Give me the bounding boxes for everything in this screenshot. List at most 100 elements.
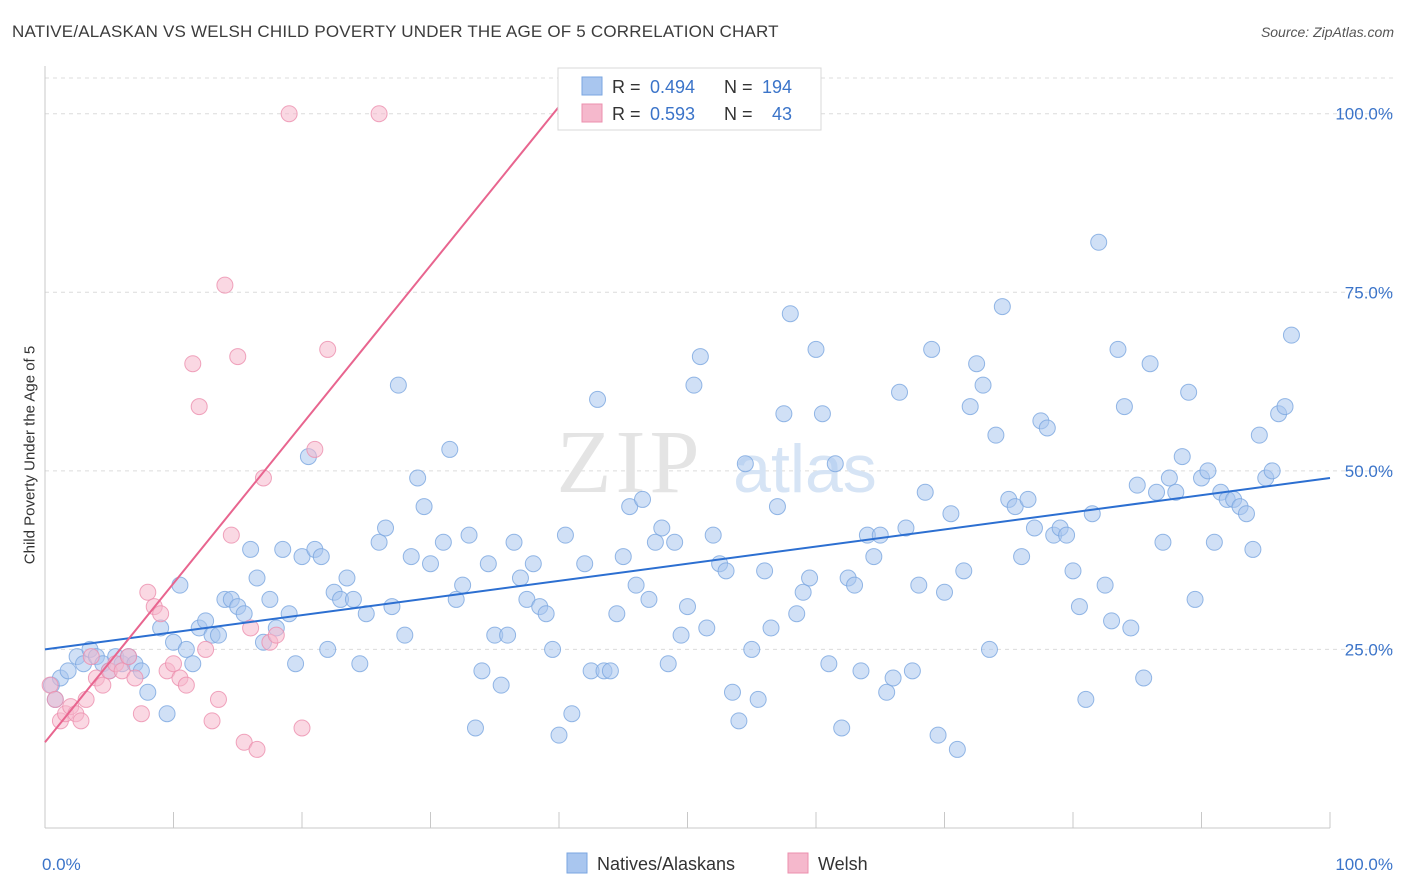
point-welsh [222, 526, 240, 544]
point-welsh [132, 705, 150, 723]
point-natives [878, 683, 896, 701]
x-tick-label: 0.0% [42, 855, 81, 874]
point-natives [1064, 562, 1082, 580]
y-tick-label: 100.0% [1335, 105, 1393, 124]
point-natives [556, 526, 574, 544]
point-welsh [197, 640, 215, 658]
point-natives [1160, 469, 1178, 487]
correlation-legend: R = 0.494 N = 194 R = 0.593 N = 43 [557, 67, 822, 131]
point-welsh [126, 669, 144, 687]
y-tick-label: 75.0% [1345, 283, 1393, 302]
legend-r-label-natives: R = [612, 77, 641, 97]
point-natives [634, 490, 652, 508]
point-natives [1141, 355, 1159, 373]
point-natives [209, 626, 227, 644]
bottom-legend-label-welsh: Welsh [818, 854, 868, 874]
point-welsh [113, 662, 131, 680]
axes [44, 66, 1331, 829]
point-natives [1205, 533, 1223, 551]
point-natives [383, 598, 401, 616]
tick-labels: 25.0% 50.0% 75.0% 100.0% 0.0% 100.0% [42, 105, 1393, 874]
point-natives [903, 662, 921, 680]
point-natives [736, 455, 754, 473]
point-natives [511, 569, 529, 587]
point-natives [409, 469, 427, 487]
point-natives [781, 305, 799, 323]
point-natives [794, 583, 812, 601]
point-natives [473, 662, 491, 680]
point-natives [601, 662, 619, 680]
point-welsh [41, 676, 59, 694]
bottom-legend-label-natives: Natives/Alaskans [597, 854, 735, 874]
point-natives [775, 405, 793, 423]
point-natives [479, 555, 497, 573]
y-tick-label: 50.0% [1345, 462, 1393, 481]
trend-lines [44, 105, 1331, 743]
point-natives [460, 526, 478, 544]
point-natives [1244, 540, 1262, 558]
point-welsh [190, 398, 208, 416]
point-welsh [216, 276, 234, 294]
point-natives [820, 655, 838, 673]
point-natives [846, 576, 864, 594]
point-welsh [139, 583, 157, 601]
point-natives [640, 590, 658, 608]
point-natives [672, 626, 690, 644]
legend-swatch-natives [581, 76, 603, 96]
point-natives [993, 298, 1011, 316]
point-natives [813, 405, 831, 423]
point-natives [621, 498, 639, 516]
point-natives [139, 683, 157, 701]
point-natives [1090, 233, 1108, 251]
point-natives [499, 626, 517, 644]
point-natives [351, 655, 369, 673]
bottom-legend-swatch-welsh [787, 852, 809, 874]
point-natives [544, 640, 562, 658]
point-welsh [120, 648, 138, 666]
point-natives [1250, 426, 1268, 444]
point-natives [679, 598, 696, 616]
point-natives [756, 562, 774, 580]
point-natives [434, 533, 452, 551]
point-welsh [254, 469, 272, 487]
point-natives [1077, 690, 1095, 708]
point-natives [415, 498, 433, 516]
point-natives [563, 705, 581, 723]
point-natives [1128, 476, 1146, 494]
point-natives [1180, 383, 1198, 401]
point-welsh [242, 619, 260, 637]
point-natives [338, 569, 356, 587]
point-natives [158, 705, 176, 723]
chart-title: NATIVE/ALASKAN VS WELSH CHILD POVERTY UN… [12, 22, 779, 41]
point-natives [1013, 548, 1031, 566]
point-natives [280, 605, 298, 623]
point-natives [312, 548, 330, 566]
watermark: ZIP atlas [557, 413, 877, 512]
point-natives [261, 590, 279, 608]
point-natives [852, 662, 870, 680]
point-welsh [72, 712, 90, 730]
point-natives [370, 533, 388, 551]
point-natives [402, 548, 420, 566]
point-natives [968, 355, 986, 373]
point-natives [165, 633, 182, 651]
legend-r-value-natives: 0.494 [650, 77, 695, 97]
watermark-zip: ZIP [557, 413, 704, 512]
point-natives [788, 605, 806, 623]
point-natives [717, 562, 735, 580]
point-welsh [229, 348, 247, 366]
point-welsh [177, 676, 195, 694]
point-welsh [267, 626, 285, 644]
point-natives [293, 548, 311, 566]
point-natives [1006, 498, 1024, 516]
point-natives [948, 740, 966, 758]
point-natives [389, 376, 407, 394]
point-welsh [152, 605, 170, 623]
point-natives [184, 655, 202, 673]
point-natives [396, 626, 414, 644]
point-natives [1276, 398, 1294, 416]
point-natives [1019, 490, 1037, 508]
legend-n-value-natives: 194 [762, 77, 792, 97]
point-welsh [319, 340, 337, 358]
